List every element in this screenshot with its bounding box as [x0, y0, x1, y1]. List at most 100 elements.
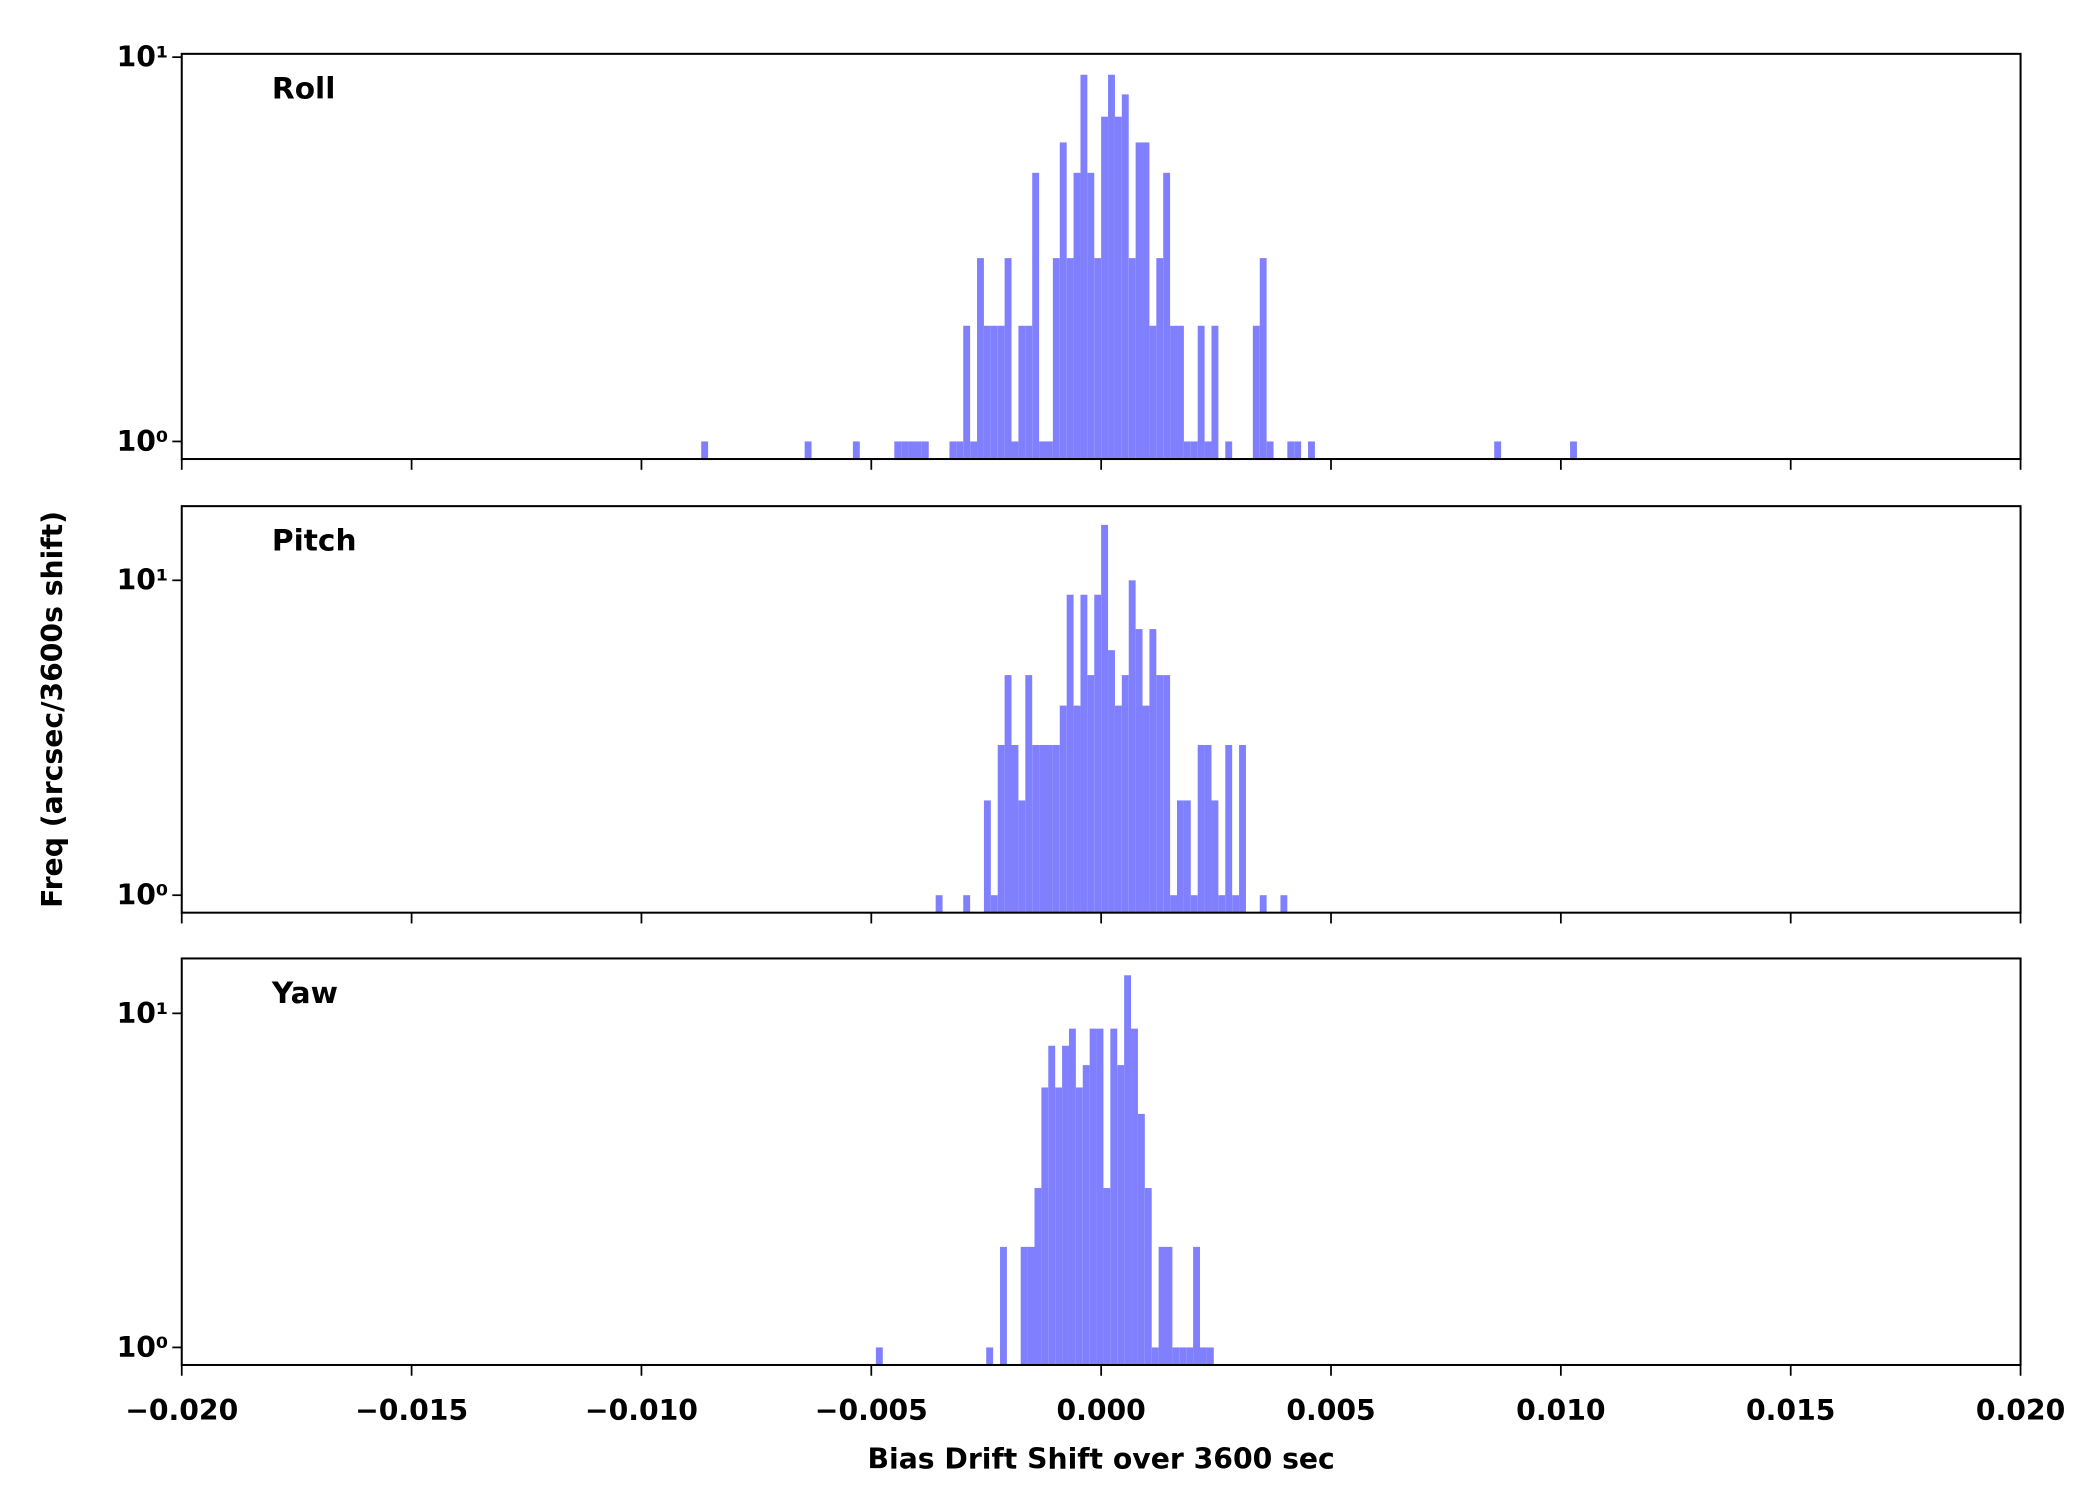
- histogram-bar: [875, 1347, 883, 1365]
- histogram-bar: [1011, 441, 1019, 460]
- histogram-bar: [1101, 524, 1109, 913]
- histogram-bar: [1287, 441, 1295, 460]
- histogram-bar: [1144, 1188, 1152, 1365]
- histogram-bar: [1179, 1347, 1187, 1365]
- histogram-bar: [1211, 800, 1219, 913]
- histogram-bar: [1266, 441, 1274, 460]
- histogram-bar: [1087, 675, 1095, 913]
- histogram-bar: [1190, 441, 1198, 460]
- histogram-bar: [852, 441, 860, 460]
- x-tick-label: 0.015: [1746, 1394, 1835, 1427]
- histogram-bar: [1059, 705, 1067, 913]
- histogram-bar: [949, 441, 957, 460]
- y-axis-label: Freq (arcsec/3600s shift): [36, 511, 69, 908]
- histogram-bar: [1052, 258, 1060, 460]
- histogram-bar: [1135, 629, 1143, 913]
- histogram-bar: [1186, 1347, 1194, 1365]
- histogram-bar: [1114, 705, 1122, 913]
- histogram-bar: [1075, 1087, 1083, 1365]
- x-tick-label: 0.010: [1516, 1394, 1605, 1427]
- histogram-bar: [701, 441, 709, 460]
- histogram-bar: [1177, 800, 1184, 913]
- histogram-bar: [1020, 1246, 1028, 1365]
- histogram-bar: [1163, 172, 1171, 460]
- histogram-bar: [1110, 1028, 1118, 1365]
- histogram-bar: [1494, 441, 1502, 460]
- histogram-bar: [1124, 975, 1132, 1365]
- histogram-bar: [1156, 675, 1164, 913]
- histogram-bar: [997, 325, 1005, 460]
- histogram-bar: [1059, 142, 1067, 460]
- histogram-bar: [1172, 1347, 1180, 1365]
- histogram-bar: [908, 441, 915, 460]
- histogram-bar: [1004, 258, 1012, 460]
- x-tick-label: 0.020: [1976, 1394, 2065, 1427]
- histogram-bar: [956, 441, 964, 460]
- x-axis-label: Bias Drift Shift over 3600 sec: [867, 1443, 1334, 1476]
- histogram-bar: [963, 895, 971, 913]
- histogram-bar: [997, 744, 1005, 913]
- histogram-bar: [1048, 1045, 1056, 1365]
- histogram-bar: [1206, 1347, 1214, 1365]
- x-tick-label: 0.000: [1056, 1394, 1145, 1427]
- histogram-bar: [894, 441, 902, 460]
- histogram-bar: [977, 258, 984, 460]
- histogram-bar: [1094, 594, 1102, 913]
- histogram-bar: [1211, 325, 1219, 460]
- histogram-bar: [1177, 325, 1184, 460]
- histogram-bar: [1041, 1087, 1049, 1365]
- histogram-bar: [990, 895, 998, 913]
- histogram-bar: [1032, 172, 1040, 460]
- histogram-bar: [1108, 74, 1115, 460]
- axes-frame: [180, 52, 2022, 461]
- histogram-bar: [1259, 258, 1267, 460]
- histogram-bar: [1073, 705, 1081, 913]
- histogram-bar: [1259, 895, 1267, 913]
- histogram-bar: [1080, 594, 1088, 913]
- histogram-bar: [990, 325, 998, 460]
- panel-label: Yaw: [271, 976, 338, 1010]
- x-tick-label: 0.005: [1286, 1394, 1375, 1427]
- histogram-bar: [1190, 895, 1198, 913]
- x-tick-label: −0.015: [355, 1394, 468, 1427]
- histogram-bar: [914, 441, 922, 460]
- histogram-bar: [1204, 441, 1212, 460]
- histogram-bar: [1082, 1065, 1090, 1365]
- histogram-bar: [1039, 441, 1046, 460]
- x-tick-label: −0.005: [815, 1394, 928, 1427]
- histogram-bar: [1252, 325, 1260, 460]
- histogram-bar: [1066, 258, 1074, 460]
- histogram-bar: [1068, 1028, 1076, 1365]
- histogram-bar: [1052, 744, 1060, 913]
- histogram-bar: [1025, 675, 1033, 913]
- histogram-bar: [1055, 1087, 1063, 1365]
- y-tick-label: 10¹: [117, 41, 169, 74]
- histogram-bar: [1066, 594, 1074, 913]
- histogram-bar: [1034, 1188, 1042, 1365]
- histogram-bar: [1232, 895, 1240, 913]
- histogram-bar: [1108, 650, 1115, 913]
- histogram-bar: [1151, 1347, 1159, 1365]
- histogram-bar: [1018, 800, 1026, 913]
- histogram-bar: [1101, 116, 1109, 460]
- histogram-bar: [1156, 258, 1164, 460]
- histogram-bar: [1225, 744, 1233, 913]
- histogram-bar: [1308, 441, 1315, 460]
- histogram-bar: [1218, 895, 1226, 913]
- histogram-bar: [1170, 895, 1178, 913]
- histogram-bar: [1131, 1028, 1138, 1365]
- histogram-bar: [986, 1347, 994, 1365]
- histogram-bar: [1197, 325, 1205, 460]
- histogram-bar: [1149, 629, 1157, 913]
- histogram-bar: [935, 895, 943, 913]
- panel-label: Roll: [272, 71, 335, 105]
- histogram-bar: [1163, 675, 1171, 913]
- histogram-bar: [1149, 325, 1157, 460]
- histogram-bar: [901, 441, 909, 460]
- histogram-bar: [1018, 325, 1026, 460]
- histogram-bar: [1045, 441, 1053, 460]
- histogram-bar: [1193, 1246, 1200, 1365]
- y-tick-label: 10⁰: [117, 1331, 169, 1364]
